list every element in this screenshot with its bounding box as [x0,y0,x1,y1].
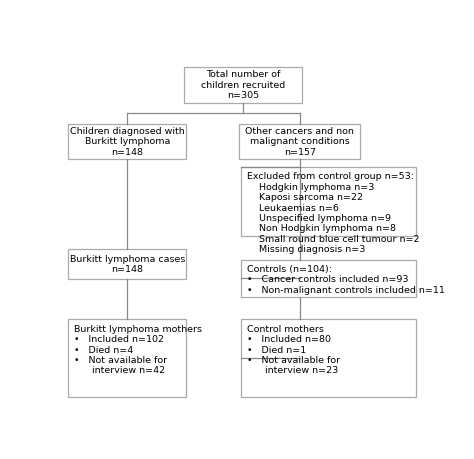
FancyBboxPatch shape [241,167,416,236]
FancyBboxPatch shape [68,124,186,159]
FancyBboxPatch shape [68,319,186,397]
Text: Burkitt lymphoma cases
n=148: Burkitt lymphoma cases n=148 [70,255,185,274]
Text: Control mothers
•   Included n=80
•   Died n=1
•   Not available for
      inter: Control mothers • Included n=80 • Died n… [246,325,340,375]
Text: Controls (n=104):
•   Cancer controls included n=93
•   Non-malignant controls i: Controls (n=104): • Cancer controls incl… [246,265,445,295]
FancyBboxPatch shape [241,319,416,397]
Text: Children diagnosed with
Burkitt lymphoma
n=148: Children diagnosed with Burkitt lymphoma… [70,127,184,157]
FancyBboxPatch shape [241,260,416,297]
Text: Burkitt lymphoma mothers
•   Included n=102
•   Died n=4
•   Not available for
 : Burkitt lymphoma mothers • Included n=10… [74,325,202,375]
FancyBboxPatch shape [239,124,360,159]
FancyBboxPatch shape [68,249,186,280]
Text: Excluded from control group n=53:
    Hodgkin lymphoma n=3
    Kaposi sarcoma n=: Excluded from control group n=53: Hodgki… [246,173,419,254]
FancyBboxPatch shape [184,67,301,103]
Text: Total number of
children recruited
n=305: Total number of children recruited n=305 [201,70,285,100]
Text: Other cancers and non
malignant conditions
n=157: Other cancers and non malignant conditio… [246,127,354,157]
